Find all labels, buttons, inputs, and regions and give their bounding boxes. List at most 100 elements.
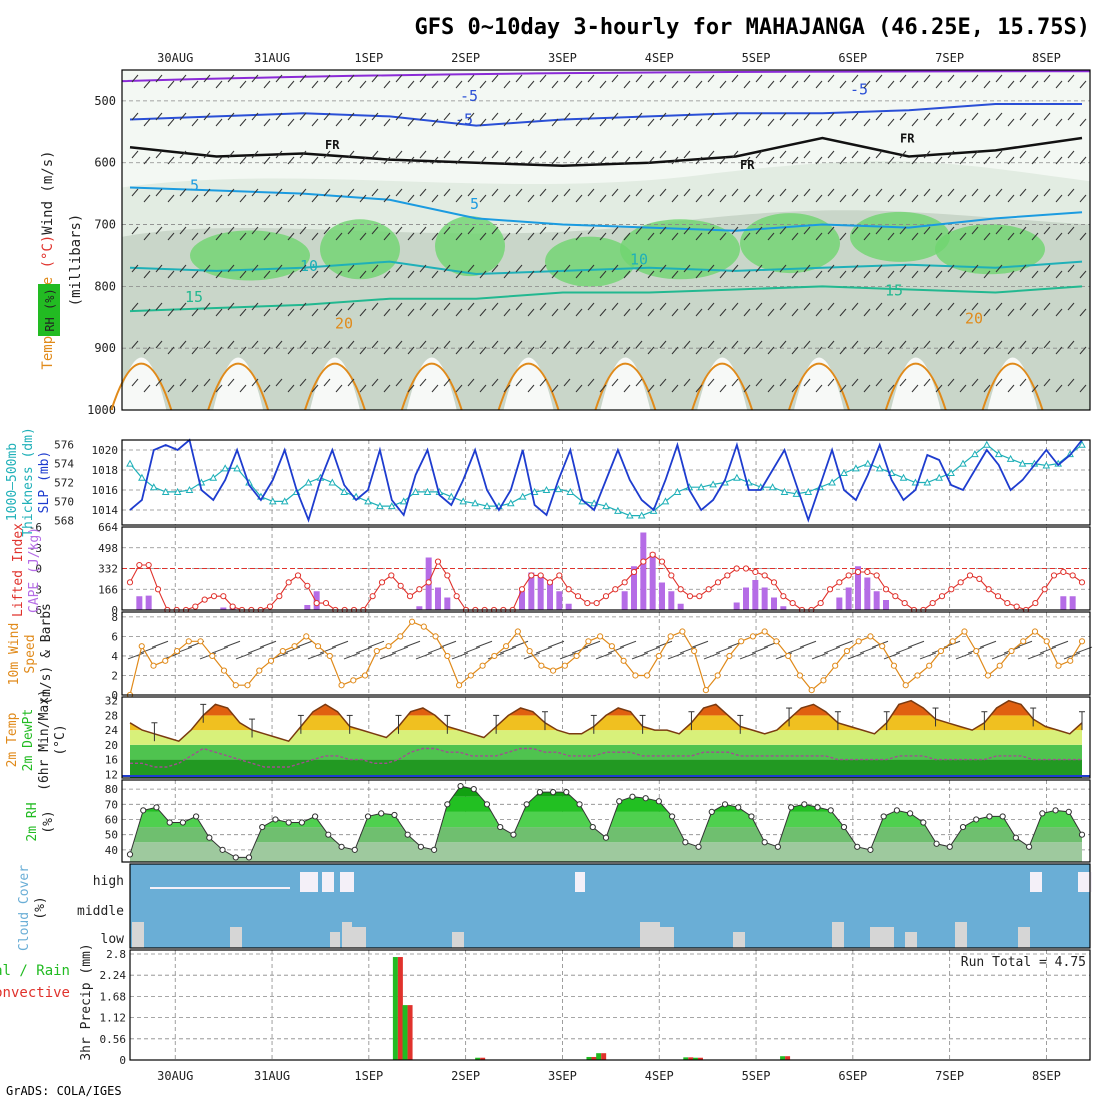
wind-barb <box>587 378 595 387</box>
wind-barb <box>875 74 883 83</box>
upper-air-ytick-800: 800 <box>94 279 116 293</box>
wind-barb <box>131 378 139 387</box>
wind-barb <box>371 112 379 121</box>
wind-barb <box>467 340 475 349</box>
wind-barb <box>935 270 943 279</box>
wind-barb <box>1067 340 1075 349</box>
wind-barb <box>431 156 439 165</box>
wind-barb <box>923 226 931 235</box>
wind-barb <box>623 118 631 127</box>
slp-ytick-1014: 1014 <box>92 504 119 517</box>
wind-barb <box>1067 74 1075 83</box>
wind-barb <box>335 270 343 279</box>
cloud-low-5 <box>452 932 464 948</box>
wind-barb <box>203 302 211 311</box>
rh2m-point-36 <box>602 834 610 841</box>
wind-barb <box>527 308 535 317</box>
wind-speed-point-48 <box>691 647 698 655</box>
rh2m-point-71 <box>1065 808 1072 815</box>
rh2m-point-27 <box>483 801 491 808</box>
thickness-point-73 <box>994 450 1003 458</box>
rh2m-point-8 <box>232 854 239 861</box>
thickness-ytick-568: 568 <box>54 514 74 527</box>
wind-barb <box>587 112 595 121</box>
wind-barb <box>911 308 919 317</box>
wind-barb <box>683 302 691 311</box>
wind-barb <box>647 270 655 279</box>
wind-speed-point-34 <box>526 647 533 655</box>
wind-barb <box>395 378 403 387</box>
wind-barb <box>695 156 703 165</box>
wind-barb <box>347 302 355 311</box>
wind-barb <box>791 118 799 127</box>
wind-barb <box>1007 194 1015 203</box>
rh2m-point-33 <box>563 789 570 796</box>
wind-barb <box>395 74 403 83</box>
wind-barb <box>1031 156 1039 165</box>
wind-barb <box>299 74 307 83</box>
wind-barb <box>179 226 187 235</box>
chart-title: GFS 0~10day 3-hourly for MAHAJANGA (46.2… <box>414 15 1090 40</box>
lifted-index-point-88 <box>948 586 955 593</box>
lifted-index-point-78 <box>854 568 862 576</box>
wind-barb <box>815 308 823 317</box>
thickness-point-28 <box>459 497 468 505</box>
wind-barb <box>827 112 835 121</box>
rh-humid-blob-2 <box>435 216 505 277</box>
wind-barb <box>755 112 763 121</box>
cape-bar-100 <box>1060 596 1067 610</box>
rh2m-point-49 <box>774 843 781 850</box>
wind-barb <box>131 74 139 83</box>
wind-barb <box>623 308 631 317</box>
wind-barb <box>563 378 571 387</box>
wind-barb <box>1019 74 1027 83</box>
wind-barb <box>515 150 523 159</box>
thickness-ytick-570: 570 <box>54 495 74 508</box>
wind-barb <box>1043 226 1051 235</box>
wind-barb <box>743 346 751 355</box>
wind-barb <box>155 302 163 311</box>
wind-barb <box>179 264 187 273</box>
wind-barb <box>1031 308 1039 317</box>
wind-barb <box>275 112 283 121</box>
lifted-index-point-99 <box>1050 572 1058 579</box>
wind-barb <box>263 346 271 355</box>
wind-barb <box>455 308 463 317</box>
lifted-index-point-87 <box>938 593 946 600</box>
x-tick-top-8SEP: 8SEP <box>1032 51 1061 65</box>
rh2m-point-6 <box>206 834 213 841</box>
wind-speed-point-65 <box>890 662 898 669</box>
wind-barb <box>671 308 679 317</box>
wind-barb <box>491 150 499 159</box>
dewpoint-line <box>130 747 1082 768</box>
wind-barb <box>323 150 331 159</box>
wind-barb <box>419 302 427 311</box>
cloud-row-low: low <box>101 932 125 947</box>
cape-bar-19 <box>304 605 311 610</box>
wind-barb <box>215 232 223 241</box>
wind-barb <box>779 74 787 83</box>
lifted-index-point-101 <box>1069 572 1076 579</box>
wind-barb <box>1007 308 1015 317</box>
wind-barb <box>1007 270 1015 279</box>
wind-barb <box>707 264 715 273</box>
wind-barb <box>791 194 799 203</box>
lifted-index-point-90 <box>966 572 974 579</box>
lifted-index-point-34 <box>444 572 451 579</box>
wind-barb <box>839 80 847 89</box>
thickness-point-55 <box>780 487 789 495</box>
wind-speed-point-20 <box>361 672 369 679</box>
wind-barb <box>827 150 835 159</box>
rh2m-point-23 <box>431 846 438 853</box>
precip-conv-bar-6 <box>697 1057 703 1060</box>
thickness-point-0 <box>126 459 134 467</box>
wind-barb <box>983 346 991 355</box>
wind-barb <box>287 156 295 165</box>
cape-bar-43 <box>528 572 535 610</box>
wind-barb <box>635 112 643 121</box>
wind-barb <box>443 150 451 159</box>
wind-speed-point-24 <box>408 618 416 625</box>
wind-barb <box>635 74 643 83</box>
wind-barb <box>311 232 319 241</box>
wind-barb <box>887 118 895 127</box>
